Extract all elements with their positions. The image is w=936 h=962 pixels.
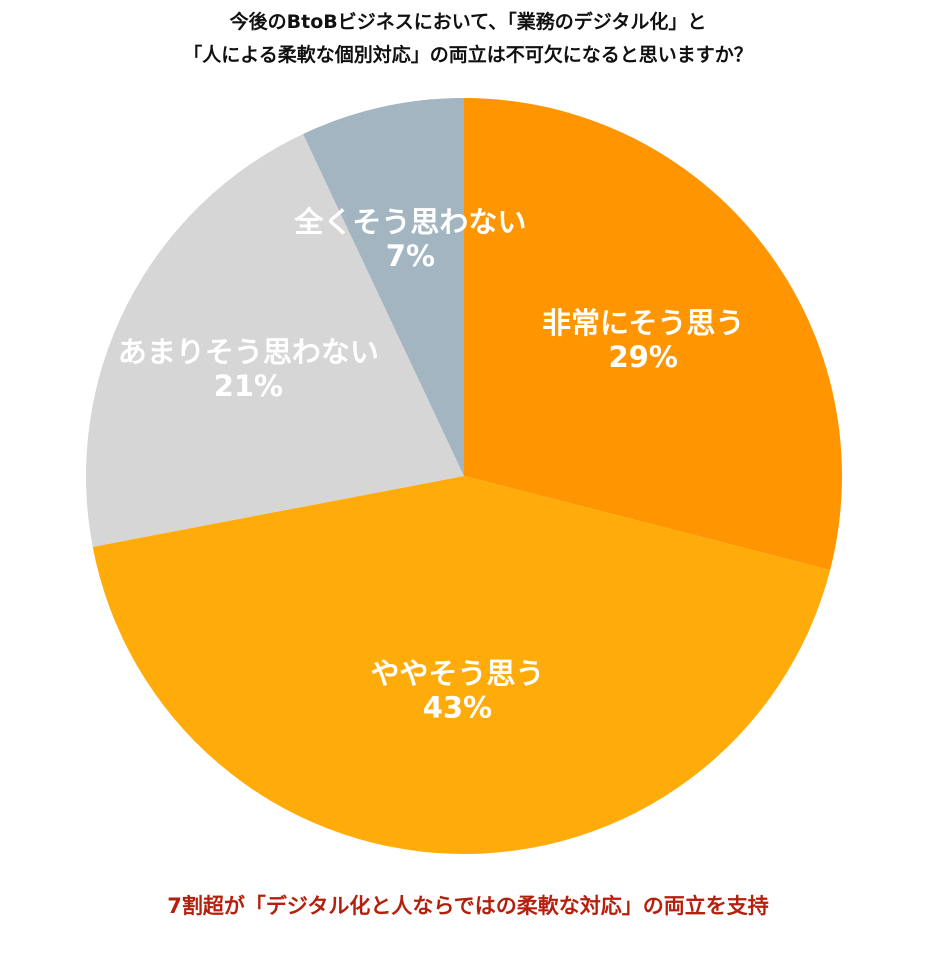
footnote: 7割超が「デジタル化と人ならではの柔軟な対応」の両立を支持 [167,894,769,918]
slice-value-label: 21% [214,369,283,403]
slice-value-label: 29% [608,340,677,374]
slice-label: ややそう思う [370,657,544,691]
chart-title-line-1: 今後のBtoBビジネスにおいて、「業務のデジタル化」と [229,11,707,33]
slice-value-label: 43% [423,691,492,725]
pie-slice [86,133,464,547]
slice-label: 全くそう思わない [293,205,526,239]
chart-title-line-2: 「人による柔軟な個別対応」の両立は不可欠になると思いますか？ [183,44,753,66]
pie-slice [303,98,464,476]
slice-label: 非常にそう思う [542,306,744,340]
pie-slice [92,476,831,854]
pie-slice [464,98,842,570]
slice-label: あまりそう思わない [118,335,379,369]
slice-value-label: 7% [386,239,435,273]
pie-slices [86,98,842,854]
chart-title: 今後のBtoBビジネスにおいて、「業務のデジタル化」と 「人による柔軟な個別対応… [0,6,936,72]
